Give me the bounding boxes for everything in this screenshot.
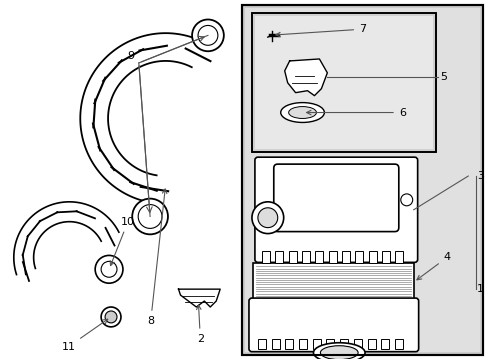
Bar: [251, 13, 435, 152]
Text: 7: 7: [275, 24, 366, 37]
Ellipse shape: [320, 346, 357, 360]
Bar: [368, 251, 376, 264]
Circle shape: [192, 19, 224, 51]
Circle shape: [400, 194, 412, 206]
Ellipse shape: [313, 343, 365, 360]
Text: 10: 10: [110, 217, 135, 266]
Bar: [381, 339, 388, 349]
Polygon shape: [178, 289, 220, 307]
Circle shape: [198, 26, 218, 45]
Text: 6: 6: [306, 108, 405, 117]
Text: 5: 5: [440, 72, 447, 82]
Circle shape: [138, 204, 162, 228]
Circle shape: [101, 307, 121, 327]
Bar: [242, 5, 482, 355]
Bar: [262, 251, 269, 264]
Polygon shape: [284, 59, 326, 96]
Bar: [395, 251, 403, 264]
Circle shape: [101, 261, 117, 277]
Bar: [367, 339, 375, 349]
Bar: [285, 339, 293, 349]
Circle shape: [95, 255, 122, 283]
Text: 9: 9: [127, 51, 134, 61]
Bar: [299, 339, 306, 349]
Bar: [355, 251, 363, 264]
Ellipse shape: [288, 107, 316, 118]
Text: 11: 11: [61, 319, 107, 352]
FancyBboxPatch shape: [248, 298, 418, 352]
Bar: [251, 13, 435, 152]
Bar: [341, 251, 349, 264]
Bar: [275, 251, 283, 264]
Bar: [328, 251, 336, 264]
Circle shape: [257, 208, 277, 228]
Bar: [340, 339, 347, 349]
Text: 3: 3: [476, 171, 483, 181]
Text: 4: 4: [416, 252, 449, 280]
Text: 2: 2: [196, 305, 203, 344]
Bar: [244, 8, 479, 352]
Bar: [257, 339, 265, 349]
Bar: [312, 339, 320, 349]
Text: 1: 1: [476, 284, 483, 294]
Bar: [326, 339, 334, 349]
Bar: [301, 251, 309, 264]
Bar: [381, 251, 389, 264]
Bar: [254, 16, 432, 149]
Bar: [394, 339, 402, 349]
Bar: [242, 5, 482, 355]
Circle shape: [251, 202, 283, 234]
Bar: [288, 251, 296, 264]
Bar: [353, 339, 361, 349]
Circle shape: [105, 311, 117, 323]
Ellipse shape: [280, 103, 324, 122]
Bar: [315, 251, 323, 264]
Circle shape: [132, 199, 167, 234]
Bar: [271, 339, 279, 349]
Text: 8: 8: [147, 189, 166, 326]
FancyBboxPatch shape: [273, 164, 398, 231]
Bar: [252, 264, 413, 301]
FancyBboxPatch shape: [254, 157, 417, 262]
